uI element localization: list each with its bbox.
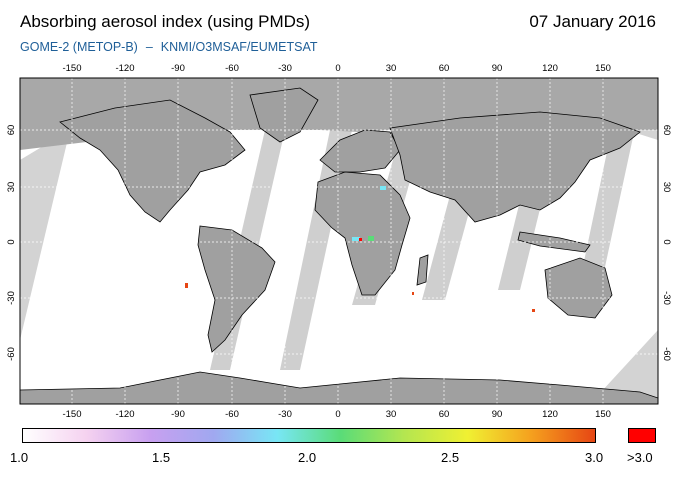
orbit-gap-6 [578, 128, 635, 290]
lon-label-bottom: -120 [115, 409, 134, 420]
lat-label-right: -60 [661, 347, 672, 361]
scale-label: 3.0 [585, 450, 604, 465]
lat-label-right: 60 [661, 125, 672, 136]
lat-label-left: 30 [6, 182, 17, 193]
lon-label-top: 0 [335, 63, 340, 74]
color-scale-bar [22, 428, 596, 443]
signal-madagascar-red [412, 292, 414, 295]
lon-label-top: -60 [225, 63, 239, 74]
lat-label-left: -30 [6, 291, 17, 305]
lon-label-bottom: -150 [62, 409, 81, 420]
lon-label-bottom: -90 [171, 409, 185, 420]
lat-labels-right: 60 30 0 -30 -60 [661, 125, 672, 361]
source-label: KNMI/O3MSAF/EUMETSAT [160, 40, 318, 54]
scale-label: 1.0 [10, 450, 29, 465]
lon-label-top: -30 [278, 63, 292, 74]
lon-label-top: -90 [171, 63, 185, 74]
lat-label-right: -30 [661, 291, 672, 305]
lon-label-top: 90 [492, 63, 503, 74]
lon-label-top: 60 [439, 63, 450, 74]
signal-africa-green [368, 236, 374, 241]
over-range-label: >3.0 [627, 450, 653, 465]
signal-africa-blue [352, 237, 360, 241]
aerosol-map: -150 -120 -90 -60 -30 0 30 60 90 120 150… [6, 63, 672, 420]
lat-label-left: 60 [6, 125, 17, 136]
aerosol-signals [185, 186, 535, 312]
scale-label: 2.5 [441, 450, 460, 465]
lat-label-right: 0 [661, 239, 672, 244]
lat-labels-left: 60 30 0 -30 -60 [6, 125, 17, 361]
map-date: 07 January 2016 [529, 12, 656, 31]
lon-label-bottom: 120 [542, 409, 558, 420]
scale-label: 1.5 [152, 450, 171, 465]
north-america [59, 99, 246, 223]
lat-label-left: -60 [6, 347, 17, 361]
lon-label-bottom: 0 [335, 409, 340, 420]
map-frame [19, 77, 659, 405]
map-title: Absorbing aerosol index (using PMDs) [20, 12, 311, 31]
signal-australia-red [532, 309, 535, 312]
lon-label-bottom: -30 [278, 409, 292, 420]
lon-label-top: -150 [62, 63, 81, 74]
lon-label-top: -120 [115, 63, 134, 74]
map-subtitle: GOME-2 (METOP-B) – KNMI/O3MSAF/EUMETSAT [20, 40, 318, 54]
lon-labels-bottom: -150 -120 -90 -60 -30 0 30 60 90 120 150 [62, 409, 610, 420]
lon-label-bottom: -60 [225, 409, 239, 420]
instrument-label: GOME-2 (METOP-B) [20, 40, 138, 54]
scale-label: 2.0 [298, 450, 317, 465]
swath-gap-east [590, 330, 658, 404]
lon-label-bottom: 60 [439, 409, 450, 420]
lat-label-right: 30 [661, 182, 672, 193]
lon-label-bottom: 90 [492, 409, 503, 420]
south-america [197, 225, 276, 353]
lon-label-top: 150 [595, 63, 611, 74]
signal-southamerica-red [185, 283, 188, 288]
subtitle-separator: – [145, 40, 153, 54]
australia [544, 257, 613, 319]
lon-label-top: 120 [542, 63, 558, 74]
lon-label-bottom: 30 [386, 409, 397, 420]
lat-label-left: 0 [6, 239, 17, 244]
signal-sahara-blue [380, 186, 386, 190]
over-range-swatch [628, 428, 656, 443]
greenland [249, 87, 319, 143]
lon-label-top: 30 [386, 63, 397, 74]
signal-africa-red [359, 238, 362, 241]
swath-gap-west [20, 130, 70, 340]
africa [314, 171, 411, 296]
lon-label-bottom: 150 [595, 409, 611, 420]
madagascar [416, 254, 429, 286]
lon-labels-top: -150 -120 -90 -60 -30 0 30 60 90 120 150 [62, 63, 610, 74]
